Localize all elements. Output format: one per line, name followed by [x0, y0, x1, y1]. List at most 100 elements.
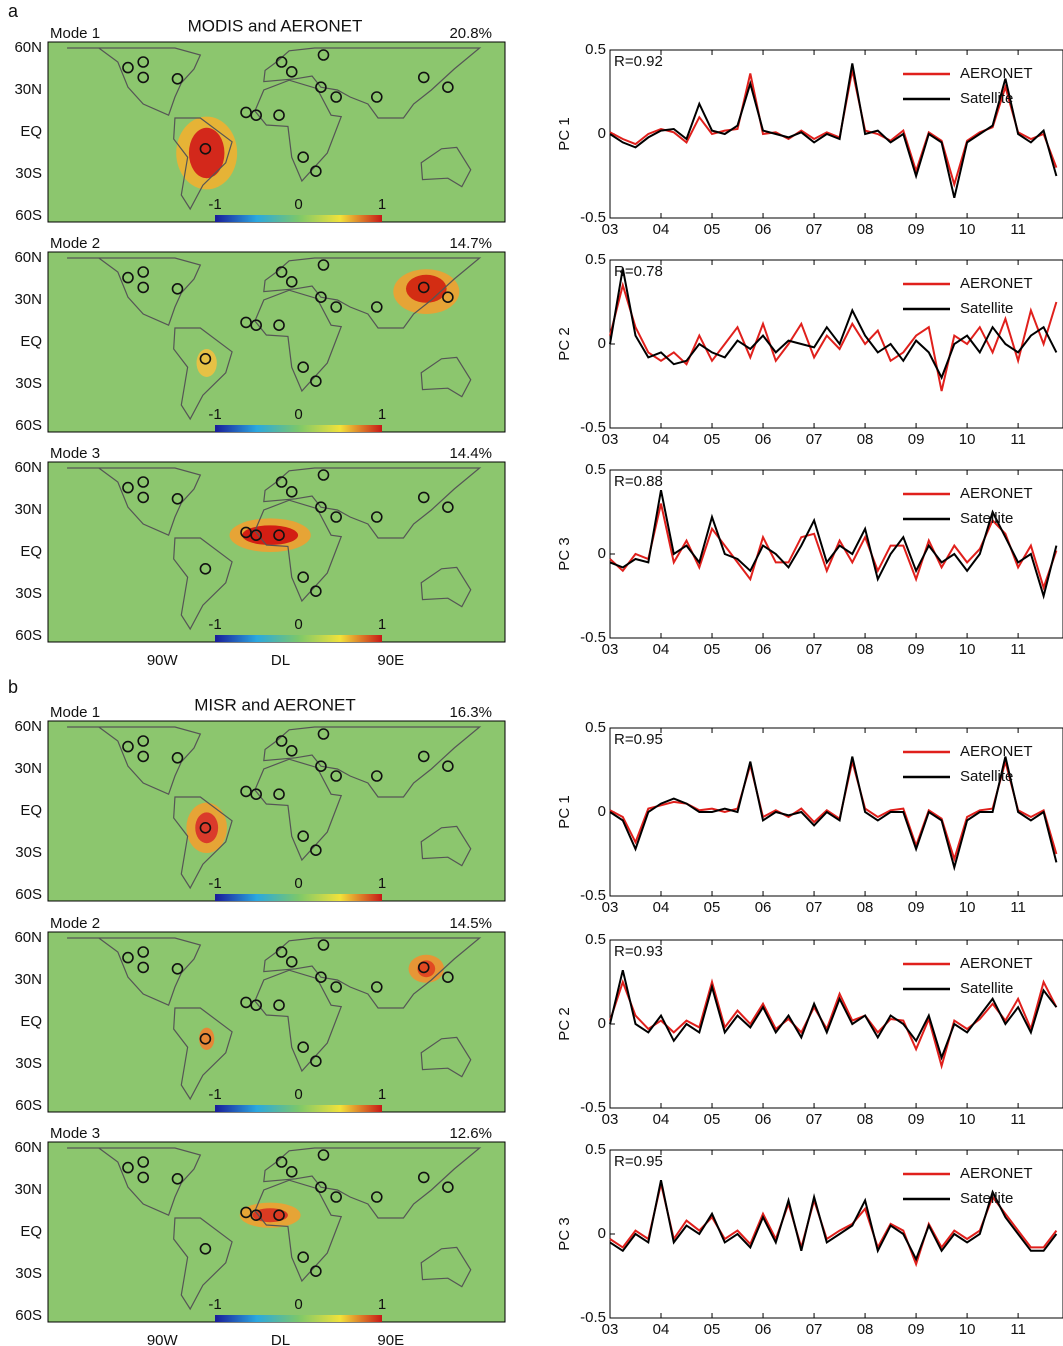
map-background	[48, 42, 505, 222]
colorbar	[215, 215, 382, 222]
y-tick-label: 30N	[14, 1181, 42, 1198]
station-marker	[370, 981, 383, 993]
station-marker	[240, 526, 252, 539]
station-marker	[275, 56, 288, 68]
y-tick-label: 30S	[15, 165, 42, 182]
station-marker	[275, 735, 288, 747]
x-tick-label: 04	[653, 899, 670, 916]
station-marker	[315, 501, 327, 514]
map-hotspot	[405, 274, 447, 303]
colorbar	[215, 1105, 382, 1112]
station-marker	[273, 529, 285, 542]
station-marker	[199, 562, 212, 575]
colorbar-tick-label: 0	[294, 406, 302, 423]
x-tick-label: 07	[806, 431, 823, 448]
station-marker	[199, 143, 212, 155]
x-tick-label: 03	[602, 641, 619, 658]
map-hotspot	[195, 812, 219, 844]
y-tick-label: 60S	[15, 886, 42, 903]
station-marker	[250, 529, 262, 542]
y-tick-label: 60S	[15, 207, 42, 224]
y-tick-label: -0.5	[580, 1099, 606, 1116]
station-marker	[137, 1171, 150, 1184]
mode-label: Mode 3	[50, 445, 100, 462]
station-marker	[171, 492, 184, 505]
station-marker	[137, 946, 150, 958]
station-marker	[273, 1209, 285, 1221]
y-tick-label: 0.5	[585, 251, 606, 268]
map-background	[48, 462, 505, 642]
series-line	[609, 756, 1058, 872]
station-marker	[310, 844, 322, 857]
station-marker	[310, 1265, 322, 1277]
y-tick-label: 0	[598, 1015, 606, 1032]
colorbar	[215, 425, 382, 432]
station-marker	[417, 961, 430, 974]
coastline	[254, 758, 343, 862]
correlation-label: R=0.95	[614, 731, 663, 748]
x-tick-label: 08	[857, 641, 874, 658]
station-marker	[137, 961, 150, 974]
x-tick-label: 11	[1010, 221, 1026, 238]
station-marker	[285, 955, 298, 968]
legend-label: AERONET	[960, 1165, 1033, 1182]
y-tick-label: 60S	[15, 417, 42, 434]
station-marker	[442, 760, 454, 773]
x-tick-label: 07	[806, 221, 823, 238]
map-title: MISR and AERONET	[194, 695, 356, 714]
colorbar-tick-label: 0	[294, 616, 302, 633]
station-marker	[310, 1055, 322, 1067]
station-marker	[417, 71, 430, 84]
x-tick-label: 05	[704, 641, 721, 658]
legend-label: AERONET	[960, 743, 1033, 760]
x-tick-label: 06	[755, 1321, 772, 1338]
station-marker	[370, 511, 383, 523]
station-marker	[137, 281, 150, 294]
x-tick-label: 09	[908, 899, 925, 916]
station-marker	[330, 91, 342, 103]
y-tick-label: 0	[598, 1225, 606, 1242]
x-tick-label: 11	[1010, 1111, 1026, 1128]
colorbar-tick-label: 1	[378, 875, 386, 892]
mode-label: Mode 1	[50, 25, 100, 42]
y-axis-label: PC 2	[556, 327, 573, 360]
colorbar-tick-label: 1	[378, 616, 386, 633]
x-tick-label: 09	[908, 431, 925, 448]
station-marker	[285, 1166, 298, 1178]
coastline	[173, 537, 233, 631]
y-tick-label: EQ	[20, 543, 42, 560]
y-tick-label: 0	[598, 803, 606, 820]
station-marker	[310, 165, 322, 177]
station-marker	[137, 735, 150, 747]
legend-label: Satellite	[960, 768, 1013, 785]
station-marker	[250, 999, 262, 1012]
x-tick-label: 09	[908, 1321, 925, 1338]
x-tick-label: 04	[653, 221, 670, 238]
y-tick-label: 30S	[15, 1055, 42, 1072]
variance-label: 14.4%	[449, 445, 492, 462]
x-tick-label: 07	[806, 1111, 823, 1128]
correlation-label: R=0.88	[614, 473, 663, 490]
y-tick-label: -0.5	[580, 209, 606, 226]
y-tick-label: 60N	[14, 459, 42, 476]
y-tick-label: -0.5	[580, 887, 606, 904]
x-tick-label: 11	[1010, 1321, 1026, 1338]
legend-label: Satellite	[960, 1190, 1013, 1207]
y-tick-label: 60N	[14, 249, 42, 266]
x-tick-label: 04	[653, 1321, 670, 1338]
coastline	[173, 117, 233, 211]
station-marker	[330, 770, 342, 782]
coastline	[420, 825, 472, 867]
y-tick-label: 60S	[15, 1307, 42, 1324]
x-tick-label: 11	[1010, 431, 1026, 448]
correlation-label: R=0.78	[614, 263, 663, 280]
station-marker	[240, 996, 252, 1009]
station-marker	[199, 821, 212, 834]
station-marker	[122, 951, 134, 964]
coastline	[67, 47, 202, 117]
x-tick-label: 10	[959, 899, 976, 916]
series-line	[609, 63, 1058, 199]
coastline	[67, 937, 202, 1007]
map-hotspot	[199, 1027, 215, 1051]
colorbar	[215, 1315, 382, 1322]
